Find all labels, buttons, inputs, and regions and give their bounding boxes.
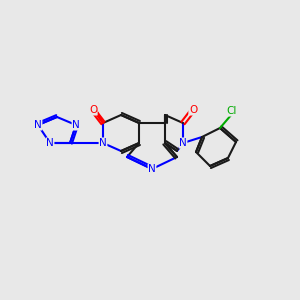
Text: N: N [179, 138, 187, 148]
Text: N: N [99, 138, 107, 148]
Text: Cl: Cl [227, 106, 237, 116]
Text: O: O [189, 105, 197, 115]
Text: N: N [34, 120, 42, 130]
Text: O: O [89, 105, 97, 115]
Text: N: N [148, 164, 156, 174]
Text: N: N [46, 138, 54, 148]
Text: N: N [72, 120, 80, 130]
